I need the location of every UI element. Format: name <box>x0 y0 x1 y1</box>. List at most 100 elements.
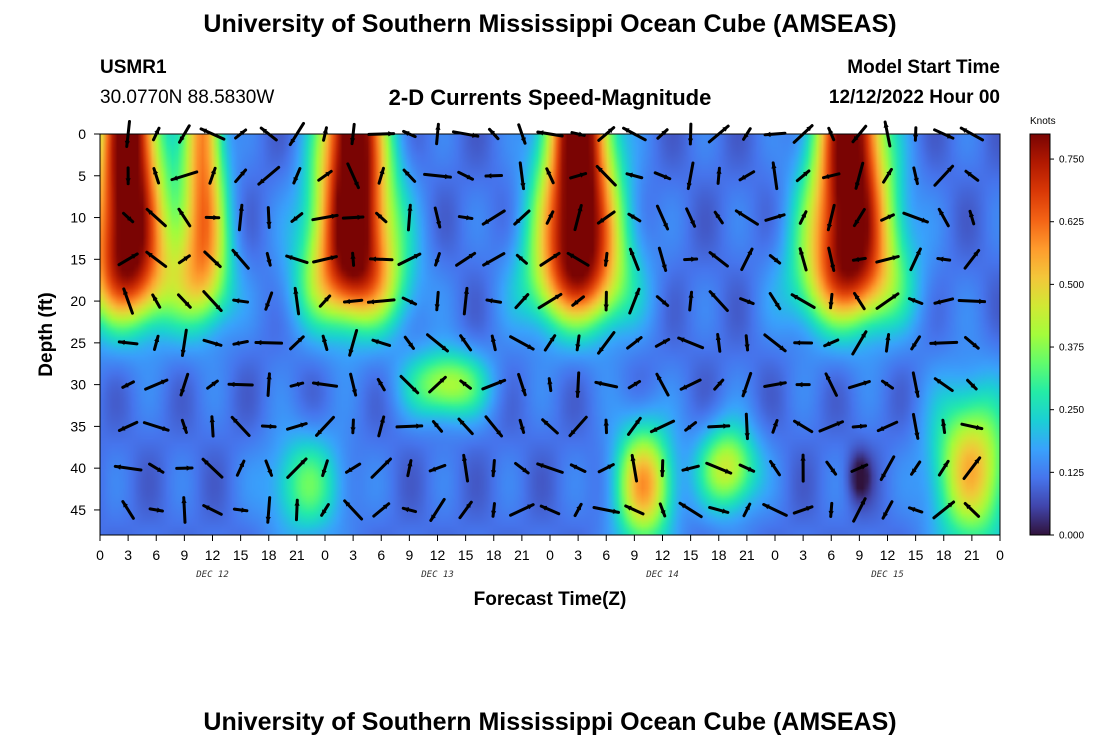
current-arrow <box>738 170 756 182</box>
current-arrow <box>513 209 531 226</box>
current-arrow <box>265 496 272 524</box>
current-arrow <box>769 459 781 477</box>
current-arrow <box>657 246 668 272</box>
current-arrow <box>851 330 868 356</box>
colorbar-tick-label: 0.375 <box>1059 343 1084 354</box>
current-arrow <box>960 422 984 431</box>
colorbar: Knots 0.750 0.625 0.500 0.375 0.250 0.125 0.00… <box>1029 116 1084 542</box>
current-arrow <box>176 293 192 309</box>
current-arrow <box>204 214 221 221</box>
current-arrow <box>237 203 244 232</box>
colorbar-tick-label: 0.000 <box>1059 531 1084 542</box>
y-tick-label: 0 <box>78 126 86 142</box>
current-arrow <box>234 168 248 184</box>
model-start-label: Model Start Time <box>847 57 1000 78</box>
current-arrow <box>403 335 416 350</box>
x-tick-label: 15 <box>908 547 924 563</box>
current-arrow <box>715 332 722 353</box>
current-arrow <box>744 334 750 352</box>
x-tick-label: 12 <box>205 547 221 563</box>
current-arrow <box>426 333 449 353</box>
current-arrow <box>254 340 284 346</box>
x-tick-label: 18 <box>936 547 952 563</box>
current-arrow <box>232 340 249 346</box>
y-tick-label: 10 <box>70 210 86 226</box>
y-tick-label: 40 <box>70 460 86 476</box>
current-arrow <box>482 252 506 267</box>
current-arrow <box>312 255 338 264</box>
current-arrow <box>152 167 161 185</box>
x-tick-label: 0 <box>996 547 1004 563</box>
current-arrow <box>907 297 924 306</box>
current-arrow <box>349 372 358 397</box>
current-arrow <box>377 166 385 185</box>
x-tick-label: 21 <box>514 547 530 563</box>
current-arrow <box>909 247 922 272</box>
station-id: USMR1 <box>100 57 167 78</box>
current-arrow <box>350 251 356 267</box>
current-arrow <box>708 290 729 313</box>
current-arrow <box>684 421 698 432</box>
current-arrow <box>937 207 950 228</box>
current-arrow <box>575 371 581 398</box>
current-arrow <box>286 422 308 431</box>
current-arrow <box>545 210 555 225</box>
current-arrow <box>395 423 424 429</box>
current-arrow <box>406 203 413 232</box>
y-tick-label: 25 <box>70 335 86 351</box>
current-arrow <box>509 335 535 351</box>
current-arrow <box>852 497 867 523</box>
x-tick-label: 3 <box>799 547 807 563</box>
current-arrow <box>875 292 900 310</box>
current-arrow <box>350 418 356 435</box>
current-arrow <box>683 256 699 262</box>
current-arrow <box>490 334 497 352</box>
footer-title: University of Southern Mississippi Ocean… <box>203 708 897 736</box>
current-arrow <box>941 418 947 435</box>
current-arrow <box>884 333 891 353</box>
current-arrow <box>321 459 329 478</box>
current-arrow <box>597 463 615 474</box>
current-arrow <box>264 459 274 477</box>
current-arrow <box>536 462 564 474</box>
current-arrow <box>401 296 418 306</box>
current-arrow <box>459 379 472 390</box>
current-arrow <box>402 168 417 183</box>
y-tick-label: 20 <box>70 293 86 309</box>
current-arrow <box>514 461 530 475</box>
current-arrow <box>655 372 670 397</box>
x-tick-label: 6 <box>827 547 835 563</box>
current-arrow <box>568 415 588 438</box>
y-tick-label: 30 <box>70 377 86 393</box>
current-arrow <box>179 372 190 397</box>
date-label: DEC 15 <box>870 570 904 580</box>
current-arrow <box>933 377 954 393</box>
current-arrow <box>716 166 722 185</box>
current-arrow <box>800 453 806 483</box>
current-arrow <box>854 161 865 190</box>
colorbar-tick-label: 0.625 <box>1059 217 1084 228</box>
current-arrow <box>230 415 251 437</box>
current-arrow <box>484 173 504 179</box>
current-arrow <box>201 457 224 479</box>
current-arrow <box>286 457 308 479</box>
current-arrow <box>518 418 526 434</box>
current-arrow <box>429 497 446 522</box>
current-arrow <box>603 290 609 312</box>
current-arrow <box>543 334 557 352</box>
colorbar-label: Knots <box>1030 116 1056 127</box>
current-arrow <box>739 297 755 306</box>
colorbar-scale <box>1029 133 1051 536</box>
current-arrow <box>649 419 676 434</box>
current-arrow <box>122 211 135 224</box>
current-arrow <box>937 459 950 477</box>
current-arrow <box>491 502 497 518</box>
current-arrow <box>626 416 642 436</box>
current-arrow <box>569 463 587 473</box>
current-arrow <box>824 372 838 397</box>
y-tick-label: 45 <box>70 502 86 518</box>
current-arrow <box>912 166 919 186</box>
current-arrow <box>294 498 300 522</box>
x-tick-label: 9 <box>630 547 638 563</box>
current-arrow <box>539 504 561 516</box>
